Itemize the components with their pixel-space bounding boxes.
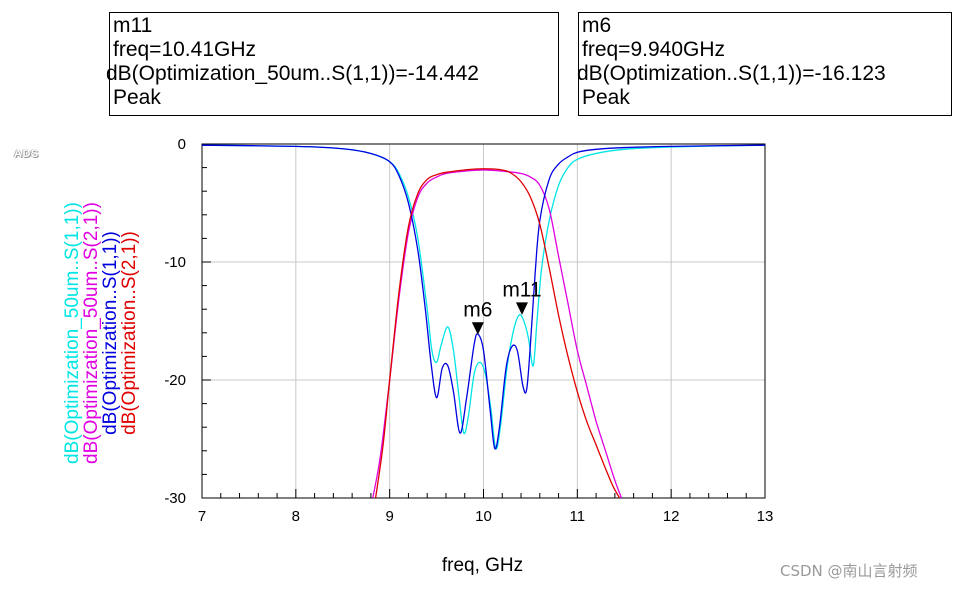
marker-triangle-m6 bbox=[471, 322, 484, 335]
x-tick-label: 7 bbox=[198, 508, 206, 525]
x-tick-label: 10 bbox=[475, 508, 492, 525]
marker-readout-m6: m6 freq=9.940GHz dB(Optimization..S(1,1)… bbox=[577, 12, 952, 116]
series-line-1 bbox=[202, 144, 765, 450]
series-line-3 bbox=[202, 144, 765, 450]
x-tick-label: 9 bbox=[385, 508, 393, 525]
marker-label-m6: m6 bbox=[463, 298, 492, 321]
y-tick-label: 0 bbox=[178, 136, 186, 153]
marker-mode: Peak bbox=[113, 86, 161, 109]
legend-entry-3: dB(Optimization..S(1,1)) bbox=[100, 231, 121, 435]
series-lines bbox=[202, 144, 765, 498]
legend-entry-4: dB(Optimization..S(2,1)) bbox=[119, 231, 140, 435]
y-tick-label: -20 bbox=[164, 372, 186, 389]
watermark: CSDN @南山言射频 bbox=[780, 562, 918, 580]
legend-entry-1: dB(Optimization_50um..S(1,1)) bbox=[62, 202, 83, 464]
marker-name: m11 bbox=[113, 14, 153, 37]
marker-freq: freq=10.41GHz bbox=[113, 38, 257, 61]
marker-name: m6 bbox=[582, 14, 612, 37]
grid bbox=[202, 144, 765, 498]
y-axis-legend: dB(Optimization_50um..S(1,1))dB(Optimiza… bbox=[62, 202, 140, 464]
marker-mode: Peak bbox=[582, 86, 630, 109]
marker-triangle-m11 bbox=[515, 302, 528, 315]
axis-ticks: 7 8 9 10 11 12 13 0 -10 -20 -30 bbox=[164, 136, 773, 525]
marker-expression: dB(Optimization_50um..S(1,1))=-14.442 bbox=[106, 62, 479, 85]
marker-expression: dB(Optimization..S(1,1))=-16.123 bbox=[577, 62, 886, 85]
legend-entry-2: dB(Optimization_50um..S(2,1)) bbox=[81, 202, 102, 464]
marker-readout-m11: m11 freq=10.41GHz dB(Optimization_50um..… bbox=[106, 12, 559, 116]
ads-logo: ADS bbox=[14, 148, 39, 160]
x-tick-label: 8 bbox=[292, 508, 300, 525]
marker-freq: freq=9.940GHz bbox=[582, 38, 726, 61]
x-tick-label: 11 bbox=[570, 508, 586, 525]
marker-label-m11: m11 bbox=[502, 278, 541, 301]
chart-markers: m6 m11 bbox=[463, 278, 542, 335]
y-tick-label: -30 bbox=[164, 490, 186, 507]
x-axis-label: freq, GHz bbox=[442, 555, 523, 576]
y-tick-label: -10 bbox=[164, 254, 186, 271]
series-line-4 bbox=[374, 168, 621, 498]
x-tick-label: 13 bbox=[757, 508, 774, 525]
x-tick-label: 12 bbox=[663, 508, 680, 525]
